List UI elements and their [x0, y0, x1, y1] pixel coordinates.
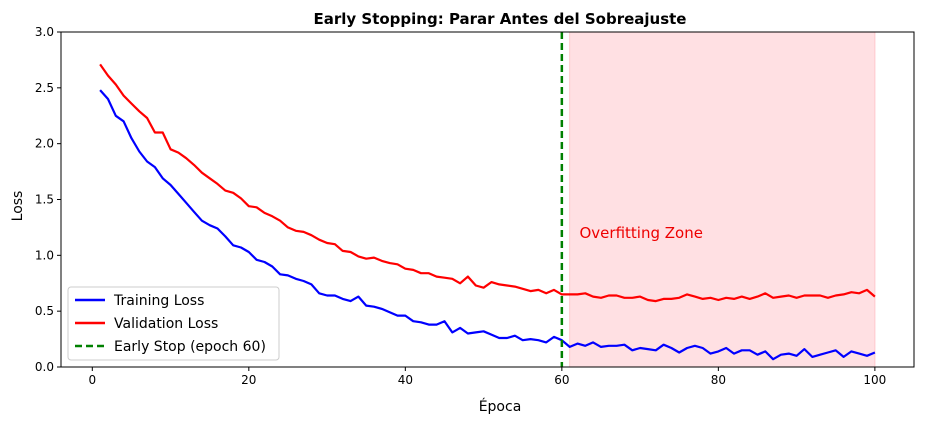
legend: Training Loss Validation Loss Early Stop… — [67, 286, 280, 361]
y-tick-label: 1.0 — [35, 248, 54, 262]
legend-label-early-stop: Early Stop (epoch 60) — [114, 339, 266, 355]
y-tick-label: 3.0 — [35, 25, 54, 39]
chart-title: Early Stopping: Parar Antes del Sobreaju… — [314, 10, 687, 28]
y-axis: 0.0 0.5 1.0 1.5 2.0 2.5 3.0 — [35, 25, 61, 374]
x-tick-label: 20 — [241, 373, 256, 387]
x-axis: 0 20 40 60 80 100 — [88, 367, 886, 387]
overfitting-zone — [569, 31, 876, 368]
y-tick-label: 0.0 — [35, 360, 54, 374]
series-lines — [99, 63, 876, 361]
x-tick-label: 0 — [88, 373, 96, 387]
x-tick-label: 40 — [398, 373, 413, 387]
x-axis-label: Época — [479, 398, 522, 415]
x-tick-label: 80 — [711, 373, 726, 387]
x-tick-label: 100 — [863, 373, 886, 387]
y-tick-label: 1.5 — [35, 193, 54, 207]
y-tick-label: 0.5 — [35, 304, 54, 318]
y-tick-label: 2.0 — [35, 137, 54, 151]
y-axis-label: Loss — [10, 191, 26, 222]
legend-label-training: Training Loss — [113, 293, 204, 309]
series-line-training — [99, 89, 876, 361]
x-tick-label: 60 — [554, 373, 569, 387]
legend-label-validation: Validation Loss — [114, 316, 218, 332]
overfitting-zone-label: Overfitting Zone — [579, 224, 702, 242]
legend-box — [67, 286, 280, 361]
y-tick-label: 2.5 — [35, 81, 54, 95]
plot-area: Overfitting Zone — [60, 31, 915, 368]
series-line-validation — [99, 63, 876, 303]
